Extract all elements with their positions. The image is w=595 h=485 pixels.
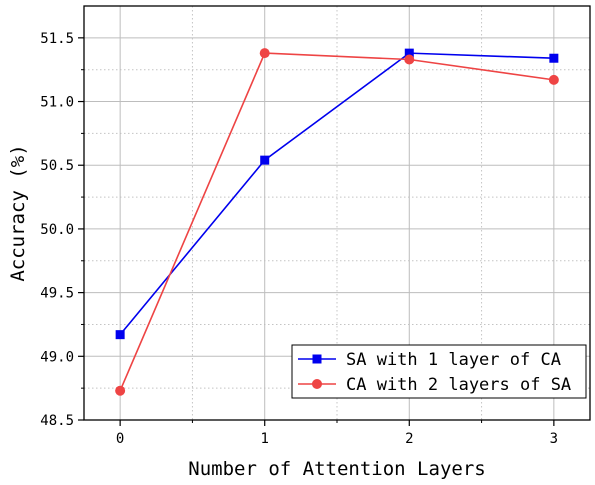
y-tick-label: 48.5 bbox=[40, 413, 74, 429]
data-point bbox=[115, 385, 126, 396]
x-tick-label: 1 bbox=[260, 431, 268, 447]
y-tick-label: 50.5 bbox=[40, 158, 74, 174]
legend-marker bbox=[312, 354, 322, 364]
y-tick-label: 50.0 bbox=[40, 222, 74, 238]
legend-label: CA with 2 layers of SA bbox=[346, 375, 571, 395]
series-1 bbox=[115, 48, 559, 340]
y-tick-label: 51.5 bbox=[40, 31, 74, 47]
data-point bbox=[259, 48, 270, 59]
data-point bbox=[404, 48, 414, 58]
data-point bbox=[115, 330, 125, 340]
y-tick-label: 49.0 bbox=[40, 349, 74, 365]
y-axis-label: Accuracy (%) bbox=[7, 144, 29, 281]
series-line bbox=[119, 52, 554, 336]
series-line bbox=[119, 52, 554, 392]
series-layer bbox=[115, 48, 559, 396]
legend: SA with 1 layer of CA CA with 2 layers of… bbox=[291, 344, 587, 399]
axis-ticks: 48.5 49.0 49.5 50.0 50.5 51.0 51.5 0 1 2 3 bbox=[40, 31, 558, 447]
data-point bbox=[549, 53, 559, 63]
x-tick-label: 0 bbox=[116, 431, 124, 447]
data-point bbox=[548, 74, 559, 85]
x-tick-label: 3 bbox=[550, 431, 558, 447]
y-tick-label: 51.0 bbox=[40, 95, 74, 111]
legend-label: SA with 1 layer of CA bbox=[346, 350, 561, 370]
x-tick-label: 2 bbox=[405, 431, 413, 447]
data-point bbox=[260, 155, 270, 165]
y-tick-label: 49.5 bbox=[40, 286, 74, 302]
legend-box bbox=[291, 344, 587, 399]
x-axis-label: Number of Attention Layers bbox=[188, 458, 485, 480]
data-point bbox=[404, 54, 415, 65]
legend-marker bbox=[312, 379, 322, 389]
series-2 bbox=[115, 48, 559, 396]
